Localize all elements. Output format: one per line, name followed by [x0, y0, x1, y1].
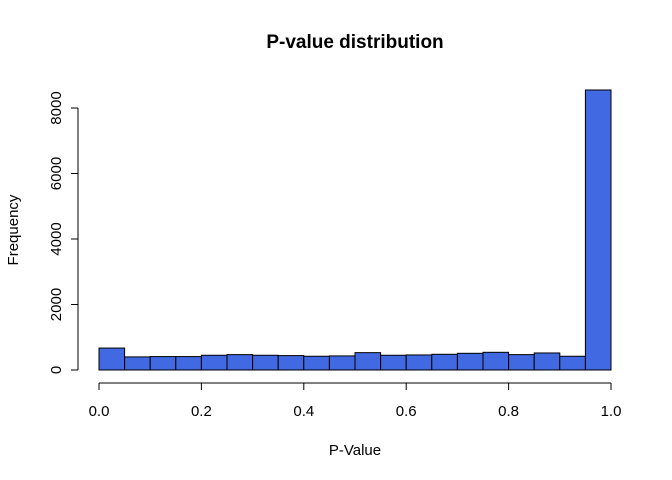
x-tick-label: 0.8	[498, 403, 519, 420]
x-tick-label: 1.0	[601, 403, 622, 420]
y-tick-label: 8000	[48, 91, 65, 124]
histogram-bar	[175, 356, 202, 371]
chart-title: P-value distribution	[266, 32, 443, 53]
histogram-bar	[559, 355, 586, 371]
y-tick-label: 0	[48, 366, 65, 374]
histogram-bar	[508, 354, 535, 371]
x-axis-label: P-Value	[329, 442, 381, 459]
x-tick-label: 0.2	[191, 403, 212, 420]
histogram-bar	[226, 354, 254, 371]
x-tick-label: 0.4	[293, 403, 314, 420]
histogram-bar	[533, 352, 561, 371]
x-tick-label: 0.6	[396, 403, 417, 420]
histogram-bar	[380, 354, 407, 371]
y-tick-label: 6000	[48, 157, 65, 190]
y-tick-label: 4000	[48, 222, 65, 255]
histogram-bar	[405, 354, 433, 371]
y-axis-label: Frequency	[5, 194, 22, 265]
histogram-bar	[456, 352, 484, 371]
histogram-bar	[277, 355, 305, 371]
histogram-bar	[98, 347, 126, 371]
histogram-bar	[482, 351, 510, 371]
histogram-bar	[124, 356, 151, 371]
histogram-bar	[431, 353, 458, 371]
histogram-bar	[149, 356, 177, 371]
histogram-bar	[252, 354, 279, 371]
histogram-bar	[303, 355, 330, 371]
histogram-bar	[328, 355, 356, 371]
histogram-bar	[354, 352, 382, 371]
x-tick-label: 0.0	[89, 403, 110, 420]
bars-group	[98, 89, 612, 371]
histogram-bar	[200, 354, 228, 371]
y-axis: 0 2000 4000 6000 8000	[48, 91, 79, 374]
histogram-bar	[584, 89, 612, 371]
y-tick-label: 2000	[48, 288, 65, 321]
x-axis: 0.0 0.2 0.4 0.6 0.8 1.0	[89, 382, 622, 420]
